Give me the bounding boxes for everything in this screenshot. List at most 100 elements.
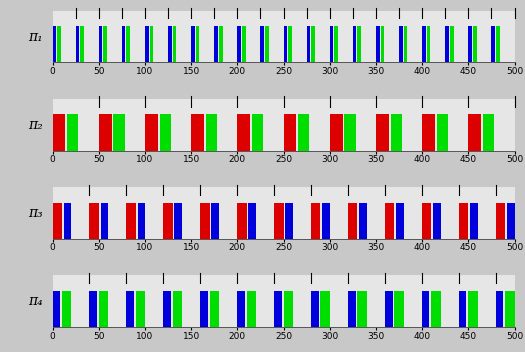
Bar: [62, 291, 71, 327]
Y-axis label: π₁: π₁: [28, 30, 43, 44]
Bar: [376, 26, 380, 63]
Bar: [237, 26, 241, 63]
Bar: [422, 114, 435, 151]
Bar: [127, 26, 130, 63]
Bar: [311, 26, 315, 63]
Bar: [358, 291, 366, 327]
Bar: [52, 203, 62, 239]
Bar: [191, 26, 195, 63]
Bar: [320, 291, 330, 327]
Bar: [391, 114, 402, 151]
Bar: [422, 203, 432, 239]
Bar: [432, 291, 440, 327]
Bar: [344, 114, 355, 151]
Bar: [274, 203, 284, 239]
Bar: [473, 26, 477, 63]
Bar: [52, 291, 60, 327]
Bar: [437, 114, 448, 151]
Bar: [67, 114, 78, 151]
Y-axis label: π₄: π₄: [28, 294, 43, 308]
Bar: [450, 26, 454, 63]
Bar: [160, 114, 171, 151]
Bar: [99, 114, 112, 151]
Bar: [330, 114, 343, 151]
Bar: [376, 114, 389, 151]
Bar: [173, 26, 176, 63]
Bar: [252, 114, 263, 151]
Bar: [274, 291, 281, 327]
Bar: [237, 114, 250, 151]
Bar: [163, 203, 173, 239]
Bar: [284, 291, 293, 327]
Bar: [427, 26, 430, 63]
Bar: [459, 291, 466, 327]
Bar: [52, 26, 56, 63]
Bar: [348, 203, 358, 239]
Bar: [284, 26, 287, 63]
Bar: [135, 291, 145, 327]
Bar: [385, 203, 394, 239]
Bar: [311, 291, 319, 327]
Bar: [163, 291, 171, 327]
Bar: [284, 114, 297, 151]
Bar: [381, 26, 384, 63]
Bar: [348, 291, 355, 327]
Bar: [76, 26, 79, 63]
Bar: [353, 26, 356, 63]
Bar: [265, 26, 269, 63]
Bar: [150, 26, 153, 63]
Bar: [359, 203, 366, 239]
Bar: [385, 291, 393, 327]
Bar: [89, 203, 99, 239]
Bar: [173, 291, 182, 327]
Bar: [99, 26, 102, 63]
Bar: [496, 291, 503, 327]
Bar: [404, 26, 407, 63]
Bar: [260, 26, 264, 63]
Bar: [307, 26, 310, 63]
Bar: [334, 26, 338, 63]
Bar: [445, 26, 449, 63]
Bar: [242, 26, 246, 63]
Bar: [206, 114, 217, 151]
Bar: [122, 26, 125, 63]
Bar: [422, 291, 429, 327]
Bar: [422, 26, 426, 63]
Bar: [145, 114, 158, 151]
Bar: [80, 26, 84, 63]
Bar: [396, 203, 404, 239]
Bar: [64, 203, 71, 239]
Bar: [101, 203, 108, 239]
Bar: [209, 291, 219, 327]
Bar: [468, 114, 481, 151]
Bar: [237, 203, 247, 239]
Bar: [219, 26, 223, 63]
Bar: [433, 203, 440, 239]
Bar: [358, 26, 361, 63]
Bar: [145, 26, 149, 63]
Bar: [298, 114, 309, 151]
Bar: [496, 26, 500, 63]
Bar: [394, 291, 404, 327]
Bar: [491, 26, 495, 63]
Bar: [127, 203, 135, 239]
Bar: [496, 203, 505, 239]
Bar: [470, 203, 478, 239]
Bar: [201, 291, 208, 327]
Bar: [201, 203, 209, 239]
Bar: [168, 26, 172, 63]
Bar: [483, 114, 494, 151]
Bar: [113, 114, 124, 151]
Y-axis label: π₃: π₃: [28, 206, 43, 220]
Y-axis label: π₂: π₂: [28, 118, 43, 132]
Bar: [89, 291, 97, 327]
Bar: [330, 26, 333, 63]
Bar: [214, 26, 218, 63]
Bar: [322, 203, 330, 239]
Bar: [468, 291, 478, 327]
Bar: [52, 114, 66, 151]
Bar: [247, 291, 256, 327]
Bar: [286, 203, 293, 239]
Bar: [459, 203, 468, 239]
Bar: [468, 26, 472, 63]
